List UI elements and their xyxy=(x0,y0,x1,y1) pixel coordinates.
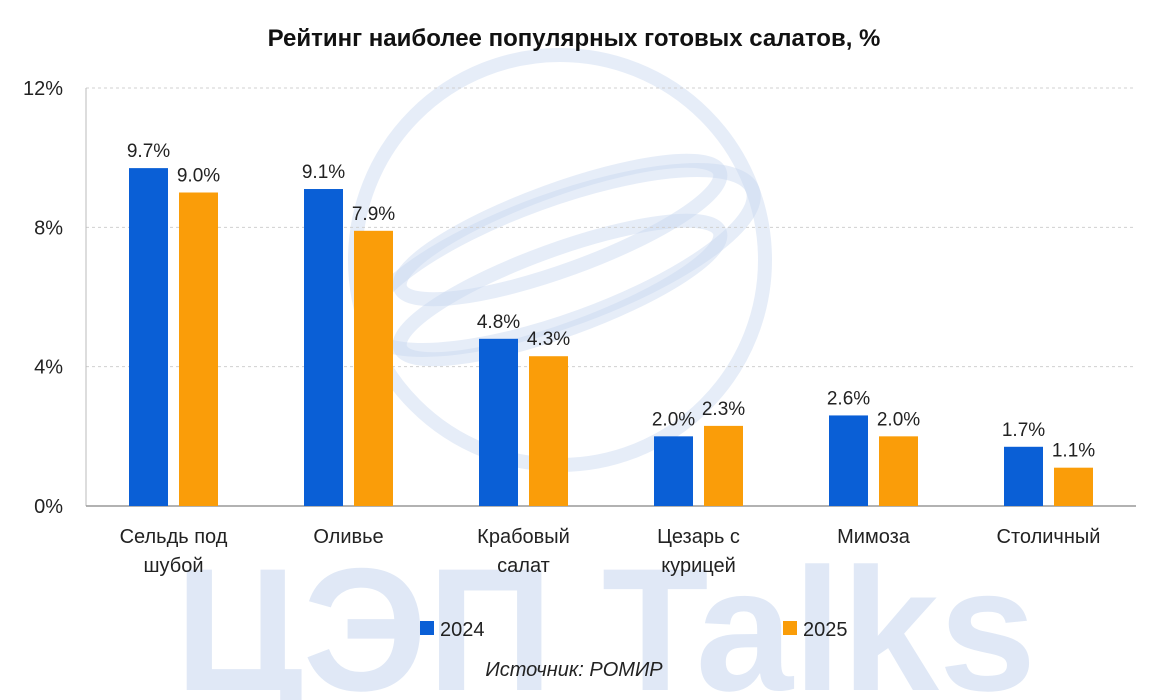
category-label: Цезарь с xyxy=(657,526,740,548)
data-label-2024: 9.1% xyxy=(302,162,345,183)
watermark-text: ЦЭП Talks xyxy=(175,533,1036,700)
y-axis-ticks: 0% 4% 8% 12% xyxy=(23,78,63,518)
bar-2024 xyxy=(479,338,518,506)
y-tick-label: 4% xyxy=(34,357,63,379)
data-label-2024: 9.7% xyxy=(127,141,170,162)
chart-title: Рейтинг наиболее популярных готовых сала… xyxy=(268,25,881,52)
data-label-2024: 1.7% xyxy=(1002,420,1045,441)
category-label: курицей xyxy=(661,555,736,577)
legend: 2024 2025 xyxy=(420,619,848,641)
bar-2024 xyxy=(654,436,693,506)
data-label-2024: 4.8% xyxy=(477,312,520,333)
bar-2025 xyxy=(1054,467,1093,506)
legend-label-2025: 2025 xyxy=(803,619,848,641)
bar-2024 xyxy=(304,189,343,506)
category-label: Сельдь под xyxy=(120,526,228,548)
category-label: шубой xyxy=(143,555,203,577)
category-label: Оливье xyxy=(313,526,383,548)
y-tick-label: 8% xyxy=(34,217,63,239)
legend-swatch-2024 xyxy=(420,621,434,635)
bar-2025 xyxy=(704,425,743,506)
legend-label-2024: 2024 xyxy=(440,619,485,641)
data-labels: 9.7% 9.0% 9.1% 7.9% 4.8% 4.3% 2.0% 2.3% 2.6% 2.0%… xyxy=(127,141,1095,462)
data-label-2024: 2.0% xyxy=(652,409,695,430)
category-label: салат xyxy=(497,555,550,577)
bar-2024 xyxy=(1004,446,1043,506)
bar-2025 xyxy=(879,436,918,506)
bar-2024 xyxy=(829,415,868,506)
data-label-2025: 2.3% xyxy=(702,399,745,420)
data-label-2025: 4.3% xyxy=(527,329,570,350)
bars xyxy=(129,168,1093,507)
bar-2025 xyxy=(529,356,568,506)
category-label: Мимоза xyxy=(837,526,911,548)
category-label: Столичный xyxy=(997,526,1101,548)
legend-swatch-2025 xyxy=(783,621,797,635)
bar-2025 xyxy=(354,230,393,507)
data-label-2024: 2.6% xyxy=(827,388,870,409)
data-label-2025: 2.0% xyxy=(877,409,920,430)
y-tick-label: 12% xyxy=(23,78,63,100)
gridlines xyxy=(86,87,1136,368)
data-label-2025: 1.1% xyxy=(1052,441,1095,462)
y-tick-label: 0% xyxy=(34,496,63,518)
bar-2025 xyxy=(179,192,218,506)
category-labels: Сельдь под шубой Оливье Крабовый салат Цезарь… xyxy=(120,526,1101,577)
data-label-2025: 7.9% xyxy=(352,204,395,225)
source-note: Источник: РОМИР xyxy=(485,659,663,681)
bar-2024 xyxy=(129,168,168,506)
data-label-2025: 9.0% xyxy=(177,166,220,187)
category-label: Крабовый xyxy=(477,526,570,548)
